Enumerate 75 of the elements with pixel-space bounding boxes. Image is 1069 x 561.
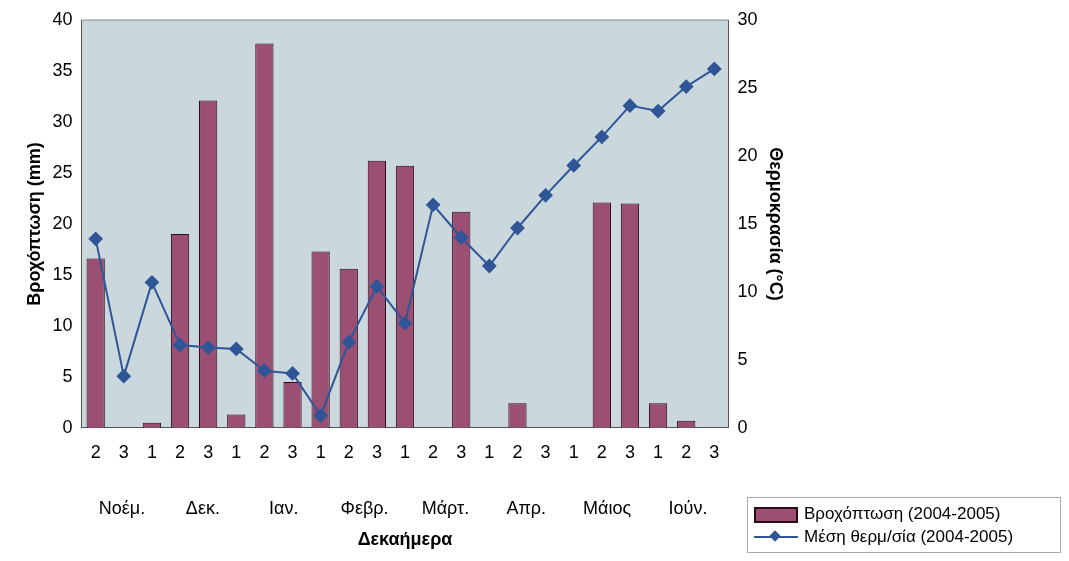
legend-label: Βροχόπτωση (2004-2005) [804,503,1001,524]
y2-tick-label: 20 [737,144,758,165]
y2-tick-label: 15 [737,212,758,233]
x-tick-label: 3 [203,441,214,462]
y-tick-label: 5 [62,365,73,386]
x-tick-label: 1 [146,441,157,462]
x-tick-label: 1 [315,441,326,462]
x-tick-label: 3 [709,441,720,462]
text: Ιαν. [269,497,299,518]
text: Ιούν. [668,497,708,518]
y2-tick-label: 25 [737,76,758,97]
y-tick-label: 30 [52,110,73,131]
x-tick-label: 3 [371,441,382,462]
x-axis-title: Δεκαήμερα [357,529,453,550]
text: Μάρτ. [421,497,470,518]
y-tick-label: 0 [62,416,73,437]
point [229,341,244,356]
point [538,188,553,203]
y2-axis-title: Θερμοκρασία (°C) [766,147,787,301]
point [454,230,469,245]
y2-tick-label: 30 [737,8,758,29]
text: Φεβρ. [340,497,389,518]
x-tick-label: 3 [287,441,298,462]
y2-tick-label: 0 [737,416,748,437]
point [651,104,666,119]
text: Μάιος [583,497,632,518]
point [510,220,525,235]
x-tick-label: 3 [540,441,551,462]
point [482,259,497,274]
x-tick-label: 2 [90,441,101,462]
y2-tick-label: 5 [737,348,748,369]
y-tick-label: 25 [52,161,73,182]
point [313,408,328,423]
x-tick-label: 1 [399,441,411,462]
point [566,158,581,173]
x-tick-label: 3 [624,441,635,462]
point [144,275,159,290]
x-tick-label: 1 [484,441,495,462]
x-tick-label: 3 [456,441,467,462]
point [426,197,441,212]
x-tick-label: 2 [259,441,270,462]
text: Απρ. [506,497,547,518]
text: Δεκ. [185,497,220,518]
y-tick-label: 20 [52,212,73,233]
point [341,335,356,350]
x-tick-label: 2 [596,441,607,462]
point [88,231,103,246]
y-tick-label: 40 [52,8,73,29]
point [707,61,722,76]
point [116,369,131,384]
x-tick-label: 2 [512,441,523,462]
point [257,363,272,378]
x-tick-label: 2 [681,441,692,462]
x-tick-label: 1 [568,441,579,462]
point [398,316,412,331]
point [369,279,384,294]
y-tick-label: 15 [52,263,73,284]
point [173,337,188,352]
point [594,129,609,144]
y2-tick-label: 10 [737,280,758,301]
x-tick-label: 2 [343,441,354,462]
x-tick-label: 2 [428,441,439,462]
y-tick-label: 35 [52,59,73,80]
point [201,340,216,355]
x-tick-label: 3 [118,441,129,462]
point [285,366,300,381]
x-tick-label: 1 [653,441,664,462]
point [622,98,637,113]
text: Νοέμ. [98,497,146,518]
point [679,79,694,94]
y-tick-label: 10 [52,314,73,335]
y-axis-title: Βροχόπτωση (mm) [23,142,44,306]
x-tick-label: 2 [175,441,186,462]
x-tick-label: 1 [231,441,242,462]
legend-label: Μέση θερμ/σία (2004-2005) [804,526,1014,547]
